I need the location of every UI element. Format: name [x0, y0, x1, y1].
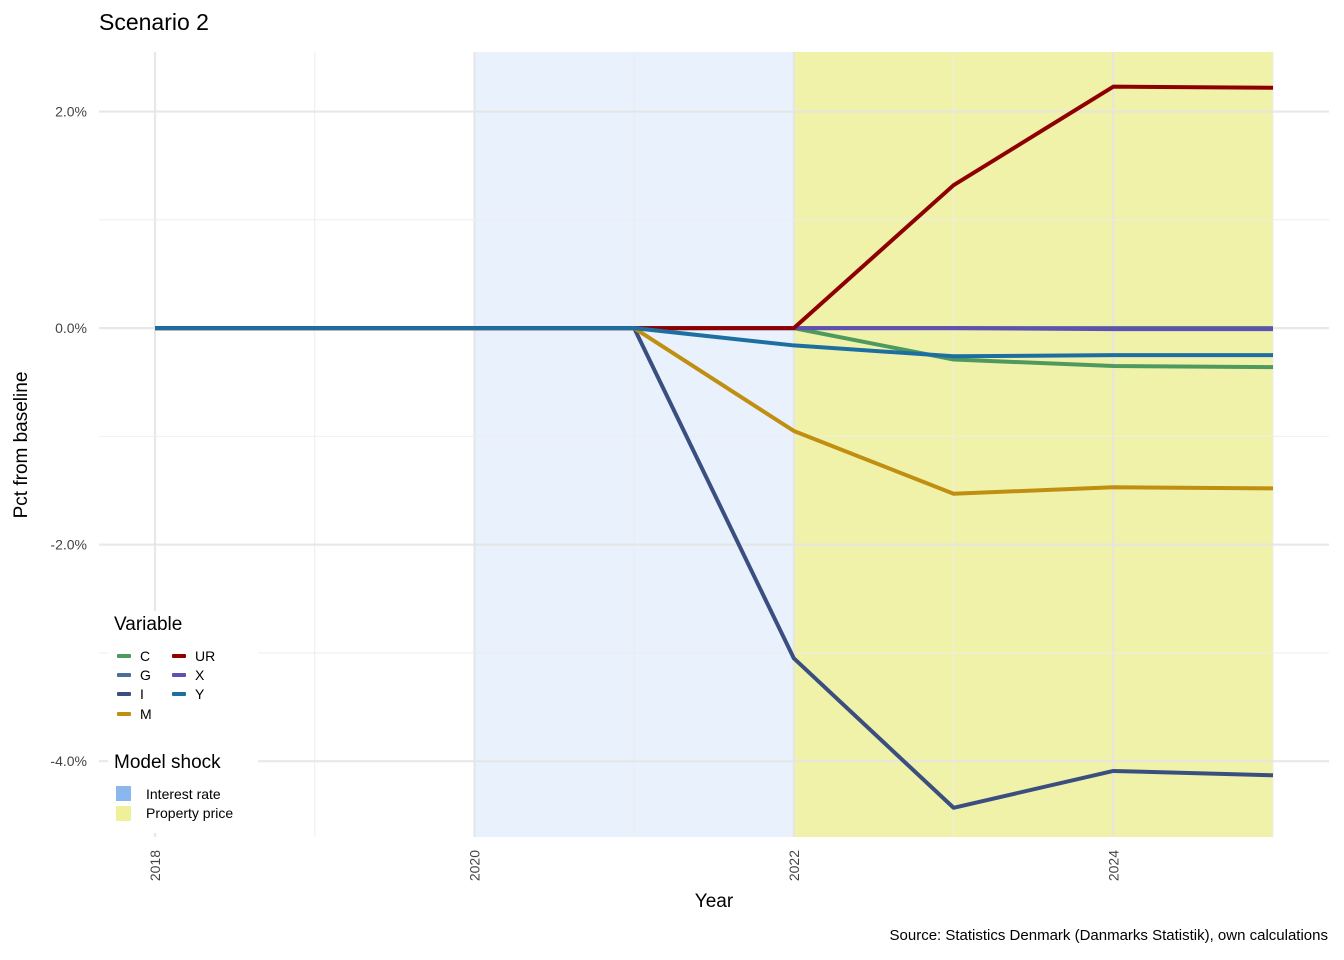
series-lines	[155, 84, 1274, 810]
shock-regions	[474, 52, 1273, 837]
x-tick-label: 2018	[147, 850, 163, 881]
legend-item-ur: UR	[172, 646, 215, 665]
legend-key	[117, 653, 131, 658]
legend-key	[117, 711, 131, 716]
legend-key	[116, 786, 131, 802]
legend-label: C	[140, 647, 151, 664]
x-axis-label: Year	[694, 891, 734, 912]
y-tick-label: -2.0%	[50, 537, 87, 553]
legend-column-2: UR X Y	[172, 646, 215, 704]
legend-label: UR	[195, 647, 216, 664]
series-line-y	[155, 326, 1273, 359]
legend-item-i: I	[117, 685, 152, 704]
legend-key	[117, 672, 131, 677]
legend-key	[116, 805, 131, 821]
legend-label: I	[140, 686, 144, 703]
legend-key	[172, 653, 186, 658]
y-axis-label: Pct from baseline	[11, 371, 32, 519]
legend-title-model-shock: Model shock	[114, 752, 221, 773]
legend-label: Property price	[146, 805, 234, 822]
legend-shock-items: Interest rate Property price	[116, 784, 233, 823]
legend-label: Interest rate	[146, 785, 221, 802]
legend-label: M	[140, 705, 152, 722]
legend-label: X	[195, 666, 205, 683]
legend-item-g: G	[117, 665, 152, 684]
x-tick-label: 2022	[786, 850, 802, 881]
legend-item-m: M	[117, 704, 152, 723]
legend-item-shock: Property price	[116, 804, 233, 824]
y-tick-label: 0.0%	[55, 320, 87, 336]
x-tick-label: 2024	[1105, 850, 1121, 881]
legend-key	[172, 672, 186, 677]
tick-labels: -4.0% -2.0% 0.0% 2.0% 2018 2020 2022 2024	[50, 104, 1121, 882]
legend-label: Y	[195, 686, 205, 703]
legend-item-c: C	[117, 646, 152, 665]
source-caption: Source: Statistics Denmark (Danmarks Sta…	[889, 927, 1328, 944]
legend-title-variable: Variable	[114, 614, 183, 635]
x-tick-label: 2020	[466, 850, 482, 881]
chart-title: Scenario 2	[99, 9, 209, 35]
y-tick-label: -4.0%	[50, 753, 87, 769]
legend-item-shock: Interest rate	[116, 784, 233, 804]
shock-region-property-price	[793, 52, 1273, 837]
y-tick-label: 2.0%	[55, 104, 87, 120]
legend-label: G	[140, 666, 151, 683]
legend-item-y: Y	[172, 685, 215, 704]
legend-key	[172, 692, 186, 697]
legend-key	[117, 692, 131, 697]
legend-item-x: X	[172, 665, 215, 684]
